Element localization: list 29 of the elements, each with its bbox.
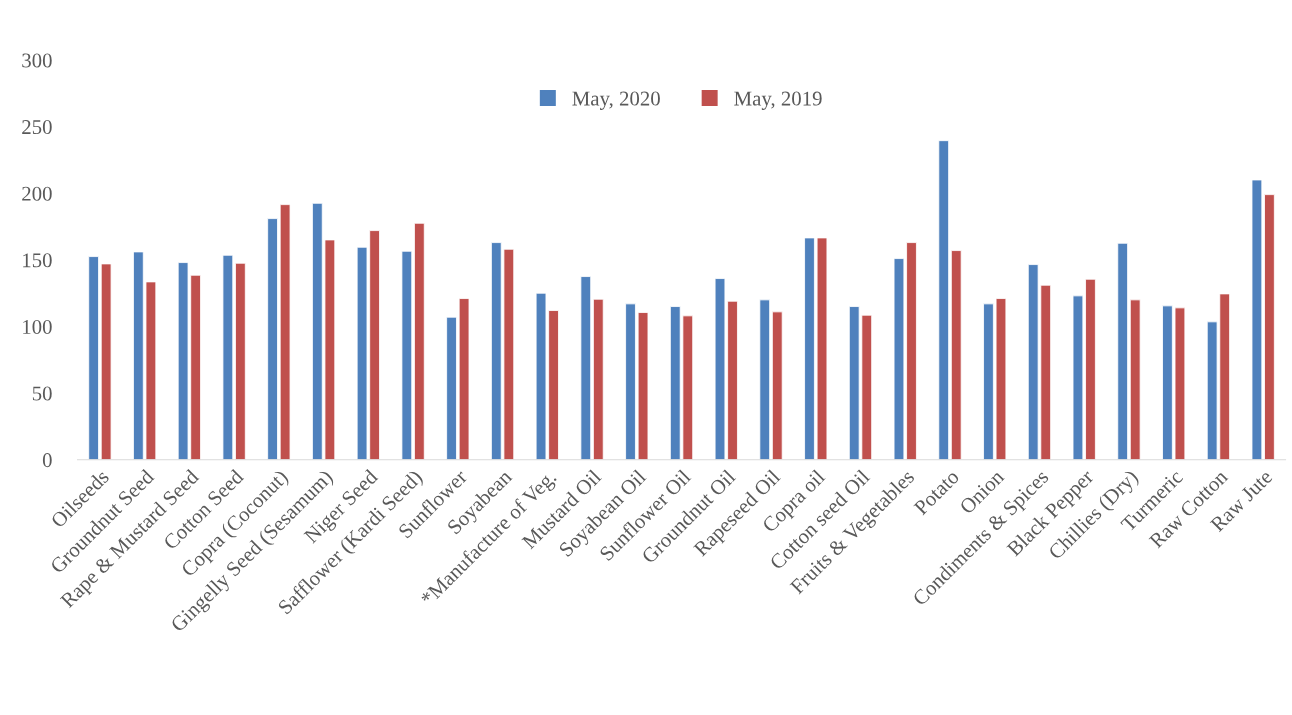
- bar: [88, 256, 99, 460]
- y-tick-label: 300: [22, 53, 52, 68]
- bar: [235, 262, 246, 460]
- bar: [458, 298, 470, 460]
- bar: [1129, 299, 1141, 460]
- bar: [401, 250, 413, 460]
- y-tick-label: 0: [42, 453, 52, 468]
- bar: [938, 140, 950, 460]
- bar: [1264, 194, 1275, 460]
- bar: [580, 276, 592, 460]
- bar: [414, 222, 425, 460]
- legend-label: May, 2019: [734, 91, 822, 110]
- y-tick-label: 150: [23, 253, 52, 268]
- bar: [222, 254, 234, 460]
- y-tick-label: 50: [32, 386, 52, 401]
- y-tick-label: 200: [22, 186, 52, 201]
- bar: [771, 311, 783, 460]
- legend-label: May, 2020: [572, 91, 660, 110]
- bar: [592, 298, 604, 460]
- y-tick-label: 100: [23, 319, 52, 334]
- bar: [100, 263, 112, 460]
- bar: [950, 250, 962, 460]
- bar: [1117, 242, 1129, 460]
- y-tick-label: 250: [22, 120, 52, 135]
- bar: [279, 204, 291, 460]
- bar: [759, 299, 771, 460]
- bar: [267, 218, 278, 460]
- bar: [1251, 179, 1263, 460]
- bar: [446, 316, 457, 460]
